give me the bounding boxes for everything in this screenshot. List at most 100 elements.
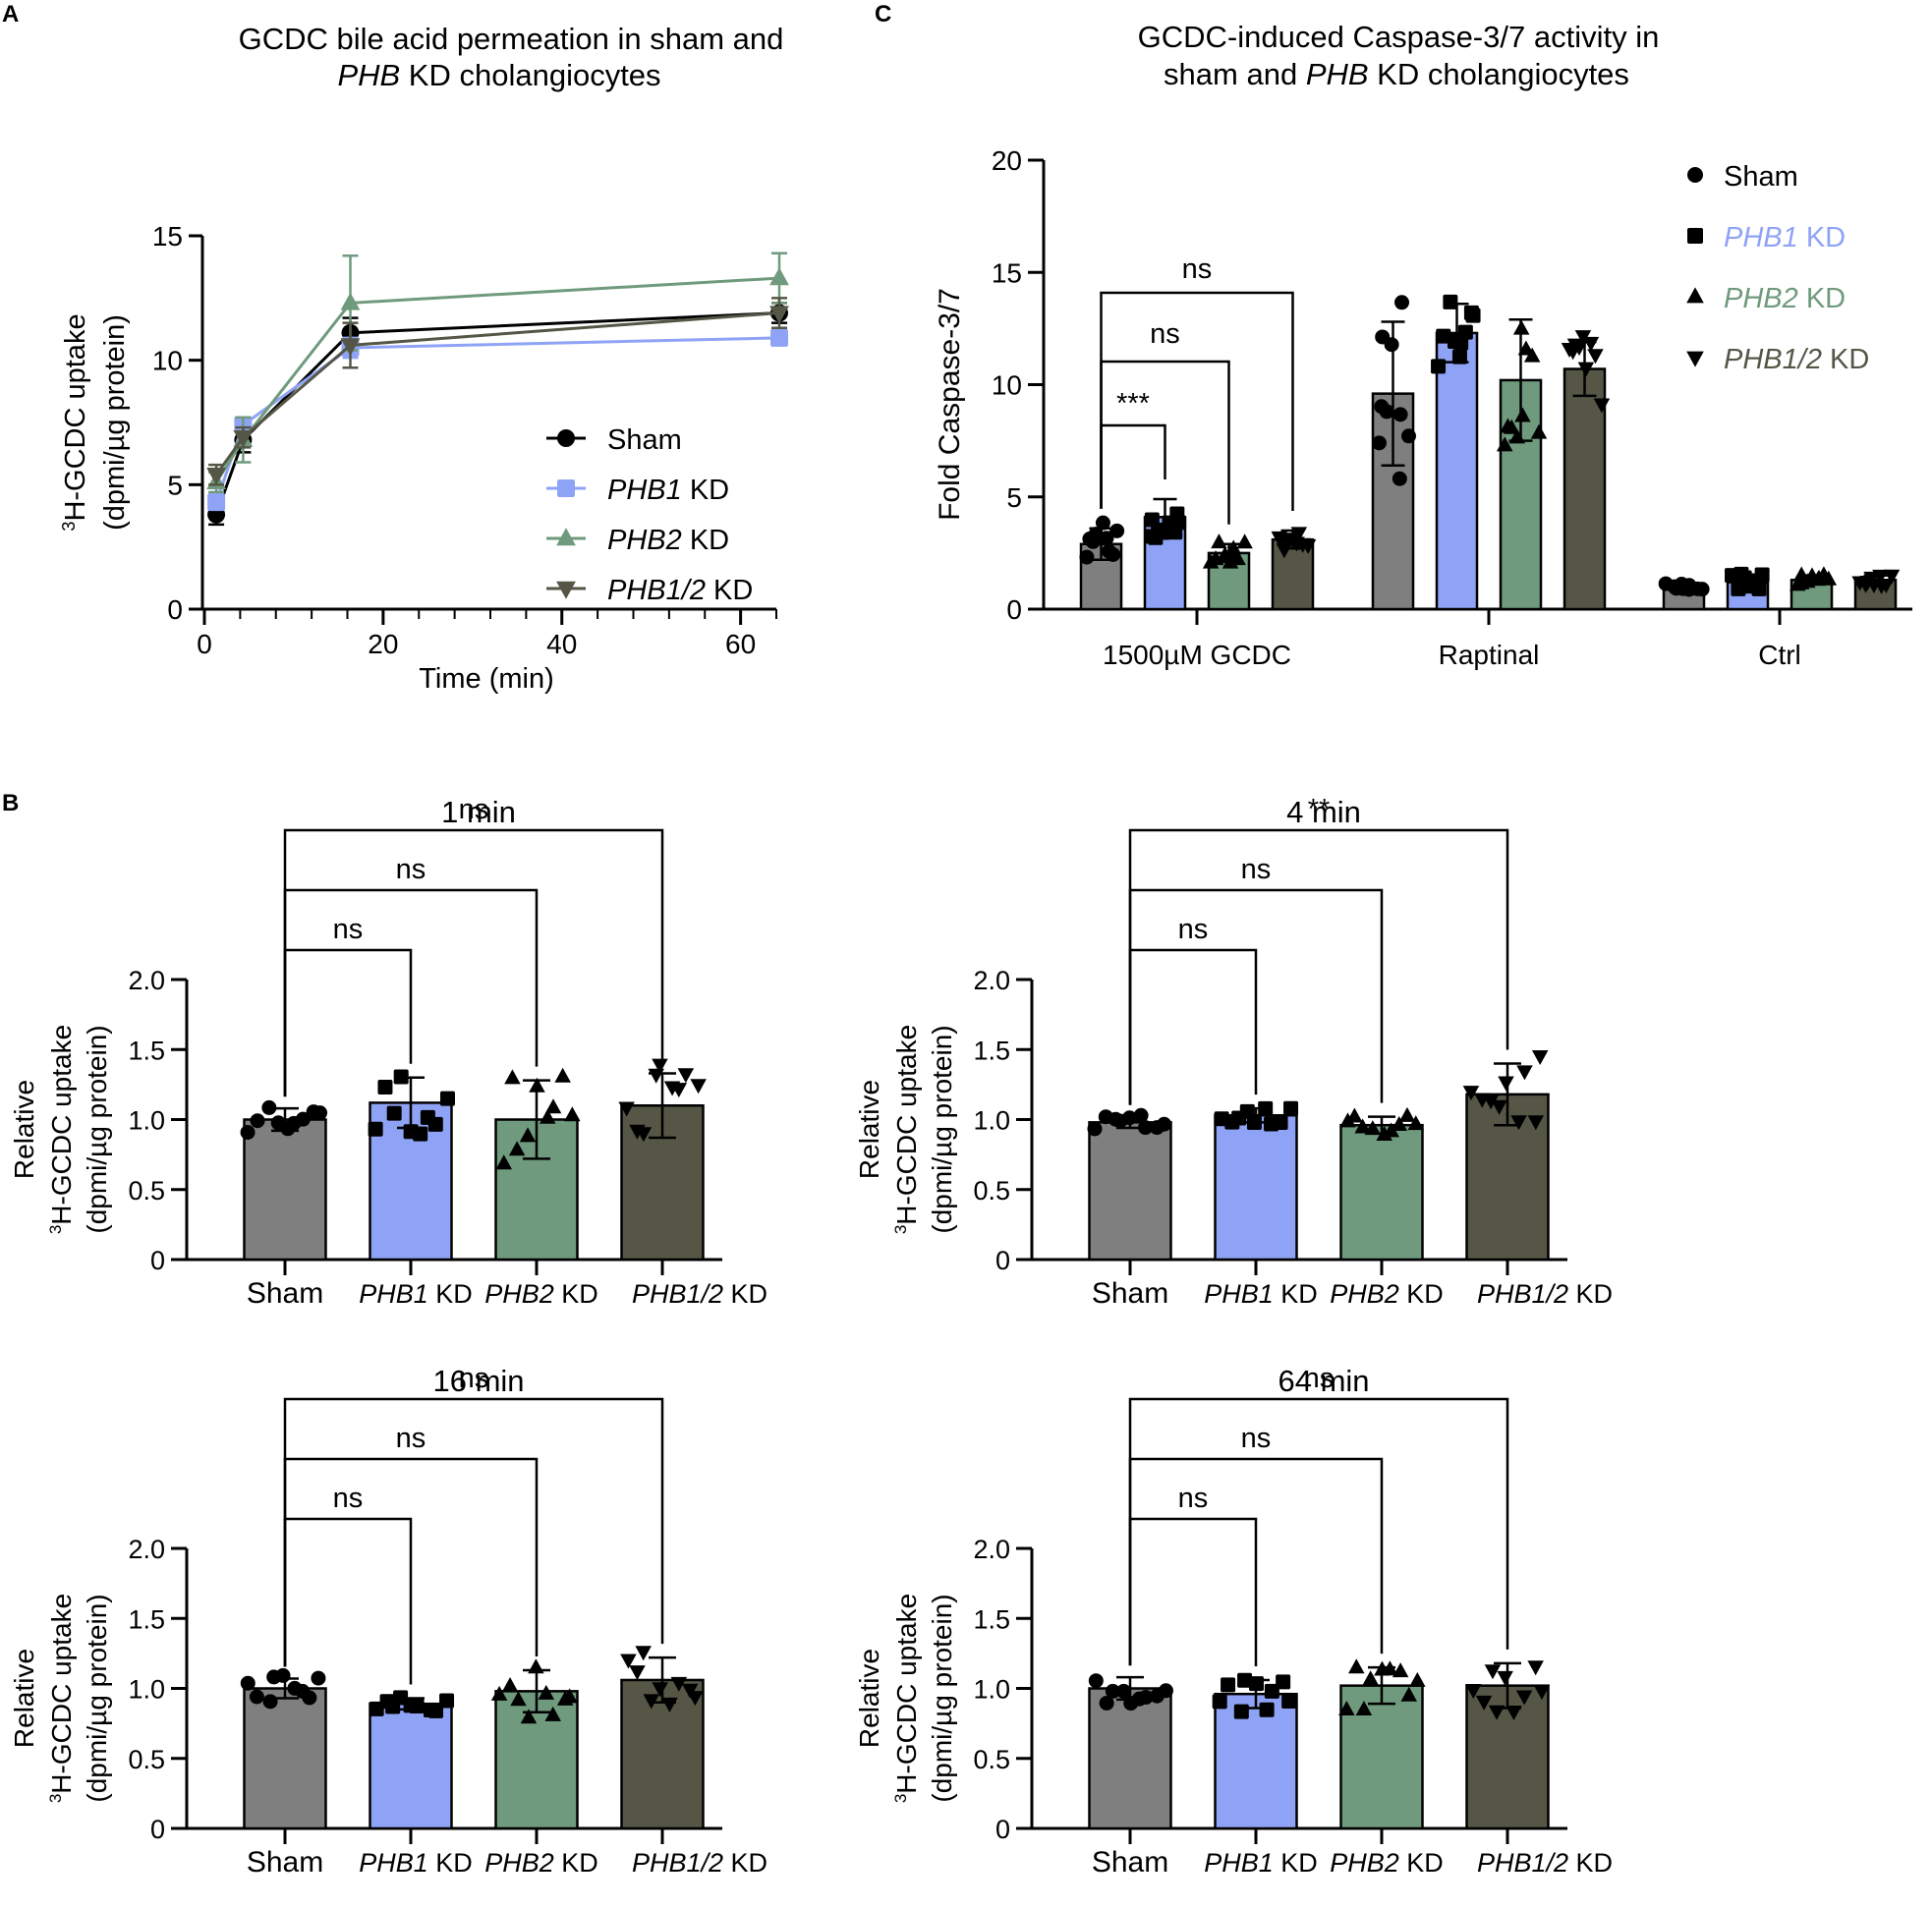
replicate-point: [427, 1703, 443, 1718]
y-tick-label: 1.5: [973, 1604, 1010, 1634]
y-label-line2-text: H-GCDC uptake: [46, 1025, 77, 1225]
replicate-point: [1157, 1116, 1172, 1132]
replicate-point: [393, 1069, 409, 1085]
bar: [1339, 1123, 1424, 1262]
y-tick-label: 10: [992, 370, 1022, 401]
replicate-point: [1475, 1695, 1493, 1711]
category-rest: KD: [554, 1848, 598, 1878]
replicate-point: [1392, 407, 1408, 422]
replicate-point: [1138, 1120, 1154, 1136]
replicate-point: [1462, 1086, 1480, 1101]
y-tick-label: 10: [152, 346, 183, 376]
replicate-point: [295, 1111, 311, 1127]
significance-label: ns: [333, 1483, 364, 1514]
significance-label: ns: [396, 854, 426, 885]
legend-italic: PHB2: [607, 525, 682, 556]
replicate-point: [661, 1697, 678, 1712]
replicate-point: [635, 1127, 653, 1143]
replicate-point: [262, 1694, 278, 1710]
replicate-point: [1115, 1683, 1131, 1699]
replicate-point: [1751, 581, 1767, 596]
replicate-point: [1248, 1676, 1264, 1692]
replicate-point: [1236, 533, 1253, 549]
legend-label: PHB1/2 KD: [607, 575, 753, 606]
category-rest: KD: [1568, 1279, 1613, 1309]
replicate-point: [1451, 349, 1467, 365]
legend-rest: Sham: [607, 424, 682, 456]
replicate-point: [1348, 1658, 1365, 1674]
y-label-sup: 3: [891, 1794, 910, 1803]
replicate-point: [635, 1646, 652, 1661]
y-axis-label-line1: Relative: [9, 1649, 39, 1748]
legend-italic: PHB1: [607, 475, 682, 506]
replicate-point: [1530, 423, 1548, 439]
y-tick-label: 0: [150, 1246, 165, 1275]
category-label: PHB1 KD: [359, 1279, 473, 1309]
replicate-point: [1109, 523, 1125, 538]
replicate-point: [1878, 578, 1895, 593]
y-axis-label-line1: Relative: [9, 1080, 39, 1179]
replicate-point: [554, 1067, 571, 1083]
y-axis-label-line2: (dpmi/µg protein): [99, 314, 131, 531]
legend-italic: PHB1: [1724, 222, 1798, 253]
y-axis-label-line1: Relative: [854, 1080, 884, 1179]
replicate-point: [1820, 570, 1838, 586]
replicate-point: [240, 1675, 256, 1691]
category-italic: PHB2: [1330, 1279, 1399, 1309]
y-tick-label: 0: [1006, 594, 1022, 625]
bar: [369, 1702, 453, 1830]
category-italic: PHB2: [484, 1279, 554, 1309]
replicate-point: [1577, 362, 1595, 377]
replicate-point: [510, 1691, 527, 1707]
legend-label: PHB1/2 KD: [1724, 344, 1869, 375]
bar: [1088, 1687, 1172, 1830]
replicate-point: [1364, 1120, 1382, 1136]
replicate-point: [1587, 349, 1604, 365]
replicate-point: [1299, 538, 1317, 554]
panel-a-line-chart: GCDC bile acid permeation in sham andPHB…: [59, 22, 789, 695]
significance-label: ns: [1178, 1483, 1209, 1514]
x-tick-label: 20: [368, 629, 398, 659]
replicate-point: [561, 1688, 578, 1704]
category-label: PHB1 KD: [1204, 1279, 1318, 1309]
replicate-point: [1754, 567, 1770, 583]
legend-label: PHB2 KD: [1724, 283, 1846, 314]
title-rest: KD cholangiocytes: [400, 58, 660, 92]
replicate-point: [1229, 550, 1246, 566]
replicate-point: [1488, 1705, 1506, 1720]
significance-bracket: [1100, 291, 1294, 512]
legend-marker: [1686, 287, 1704, 304]
replicate-point: [275, 1667, 291, 1683]
replicate-point: [1400, 1686, 1418, 1702]
significance-label: ns: [1150, 318, 1180, 350]
replicate-point: [564, 1106, 581, 1122]
replicate-point: [687, 1691, 704, 1707]
y-label-sup: 3: [46, 1794, 65, 1803]
legend-label: PHB1 KD: [1724, 222, 1846, 253]
significance-label: ns: [459, 794, 489, 825]
y-tick-label: 1.5: [128, 1604, 165, 1634]
replicate-point: [427, 1116, 443, 1132]
replicate-point: [1515, 1690, 1533, 1706]
replicate-point: [677, 1068, 695, 1084]
replicate-point: [1273, 1115, 1288, 1131]
legend-italic: PHB1/2: [607, 575, 706, 606]
significance-label: ***: [1116, 388, 1150, 420]
bar: [620, 1678, 705, 1830]
significance-label: ns: [1241, 1423, 1272, 1454]
replicate-point: [1392, 1662, 1409, 1678]
replicate-point: [240, 1125, 256, 1141]
category-rest: Sham: [247, 1277, 323, 1310]
replicate-point: [1246, 1114, 1262, 1130]
y-tick-label: 0: [150, 1815, 165, 1844]
significance-label: ns: [333, 914, 364, 945]
y-axis-label: 3H-GCDC uptake: [59, 313, 91, 531]
data-point: [233, 430, 254, 448]
replicate-point: [1264, 1683, 1279, 1699]
data-point: [340, 292, 361, 310]
category-label: PHB2 KD: [484, 1848, 598, 1878]
replicate-point: [409, 1698, 425, 1713]
